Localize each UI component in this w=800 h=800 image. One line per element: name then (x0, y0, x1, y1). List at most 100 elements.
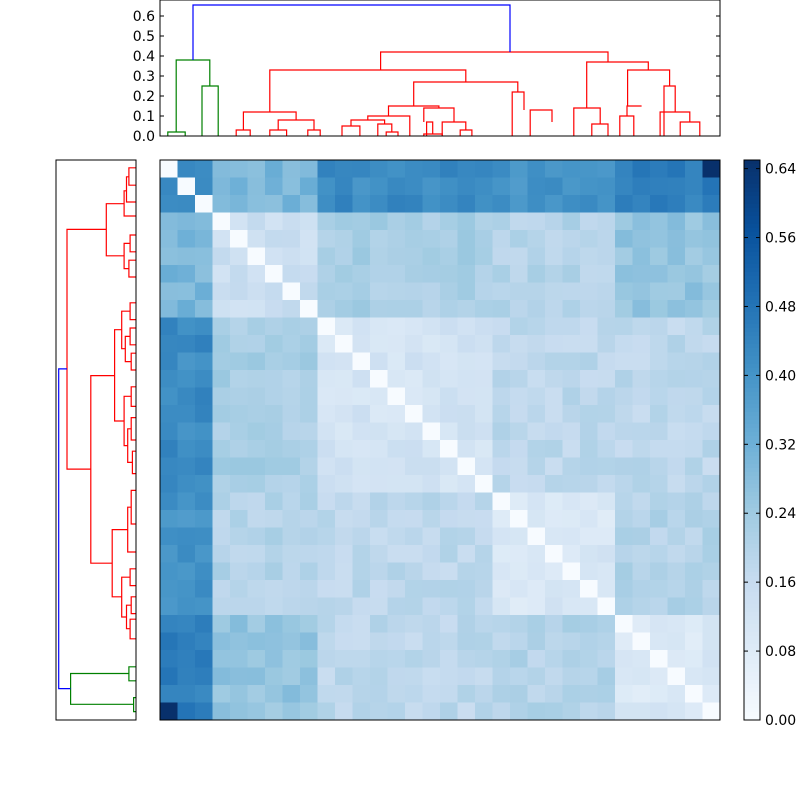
heatmap-cell (615, 352, 633, 371)
heatmap-cell (632, 335, 651, 353)
heatmap-cell (562, 597, 581, 616)
heatmap-cell (247, 370, 266, 388)
heatmap-cell (492, 195, 511, 213)
heatmap-cell (702, 247, 721, 266)
colorbar-step (744, 552, 760, 557)
heatmap-cell (422, 317, 441, 336)
heatmap-cell (650, 562, 668, 581)
heatmap-cell (212, 685, 231, 703)
heatmap-cell (615, 195, 633, 213)
heatmap-cell (387, 195, 406, 213)
heatmap-cell (247, 387, 266, 406)
heatmap-cell (615, 317, 633, 336)
heatmap-cell (335, 562, 353, 581)
heatmap-cell (440, 335, 458, 353)
heatmap-cell (580, 685, 598, 703)
heatmap-cell (230, 702, 248, 721)
colorbar-step (744, 272, 760, 277)
heatmap-cell (352, 282, 371, 301)
colorbar-step (744, 308, 760, 313)
heatmap-cell (580, 195, 598, 213)
heatmap-cell (545, 702, 563, 721)
heatmap-cell (580, 247, 598, 266)
heatmap-cell (230, 335, 248, 353)
heatmap-cell (440, 580, 458, 598)
heatmap-cell (667, 160, 686, 178)
heatmap-cell (300, 230, 318, 248)
heatmap-cell (632, 615, 651, 633)
heatmap-cell (545, 492, 563, 511)
heatmap-cell (545, 650, 563, 668)
heatmap-cell (370, 230, 388, 248)
heatmap-cell (685, 300, 703, 318)
colorbar-step (744, 504, 760, 509)
heatmap-cell (160, 300, 178, 318)
colorbar-step (744, 632, 760, 637)
heatmap-cell (230, 632, 248, 651)
heatmap-cell (632, 230, 651, 248)
colorbar-step (744, 652, 760, 657)
heatmap-cell (405, 370, 423, 388)
heatmap-cell (702, 370, 721, 388)
heatmap-cell (405, 457, 423, 476)
heatmap-cell (405, 632, 423, 651)
colorbar-step (744, 256, 760, 261)
heatmap-cell (405, 615, 423, 633)
heatmap-cell (510, 405, 528, 423)
heatmap-cell (492, 650, 511, 668)
colorbar-step (744, 416, 760, 421)
heatmap-cell (650, 440, 668, 458)
colorbar-step (744, 216, 760, 221)
heatmap-cell (335, 457, 353, 476)
heatmap-cell (405, 702, 423, 721)
heatmap-cell (475, 527, 493, 546)
heatmap-cell (440, 177, 458, 196)
heatmap-cell (265, 335, 283, 353)
heatmap-cell (475, 212, 493, 231)
heatmap-cell (265, 527, 283, 546)
heatmap-cell (247, 160, 266, 178)
heatmap-cell (580, 212, 598, 231)
heatmap-cell (265, 282, 283, 301)
heatmap-cell (440, 615, 458, 633)
heatmap-cell (352, 615, 371, 633)
heatmap-cell (510, 492, 528, 511)
colorbar-step (744, 336, 760, 341)
heatmap-cell (685, 685, 703, 703)
heatmap-cell (212, 667, 231, 686)
heatmap-cell (580, 457, 598, 476)
heatmap-cell (212, 387, 231, 406)
heatmap-cell (457, 632, 476, 651)
colorbar-step (744, 384, 760, 389)
heatmap-cell (457, 300, 476, 318)
heatmap-cell (650, 457, 668, 476)
heatmap-cell (702, 160, 721, 178)
heatmap-cell (195, 317, 213, 336)
heatmap-cell (177, 545, 196, 563)
heatmap-cell (352, 527, 371, 546)
heatmap-cell (422, 230, 441, 248)
heatmap-cell (212, 160, 231, 178)
heatmap-cell (212, 300, 231, 318)
heatmap-cell (422, 650, 441, 668)
heatmap-cell (457, 545, 476, 563)
colorbar-gradient (744, 160, 760, 721)
heatmap-cell (265, 387, 283, 406)
heatmap-cell (510, 457, 528, 476)
heatmap-cell (212, 597, 231, 616)
heatmap-cell (685, 510, 703, 528)
heatmap-cell (597, 300, 616, 318)
heatmap-cell (212, 562, 231, 581)
heatmap-cell (492, 510, 511, 528)
heatmap-cell (545, 282, 563, 301)
heatmap-cell (370, 685, 388, 703)
heatmap-cell (597, 702, 616, 721)
heatmap-cell (632, 352, 651, 371)
heatmap-cell (160, 650, 178, 668)
colorbar-step (744, 564, 760, 569)
heatmap-cell (282, 492, 301, 511)
colorbar-step (744, 208, 760, 213)
heatmap-cell (597, 632, 616, 651)
heatmap-cell (510, 685, 528, 703)
heatmap-cell (580, 335, 598, 353)
